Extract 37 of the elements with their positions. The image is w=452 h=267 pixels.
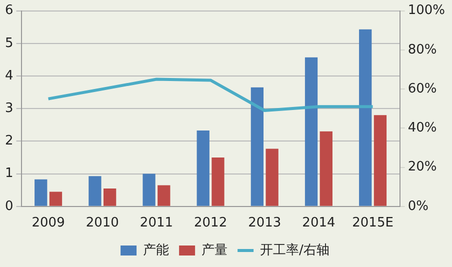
legend-label: 开工率/右轴 — [260, 242, 330, 258]
y-tick-label: 5 — [4, 36, 14, 51]
bar — [158, 185, 170, 206]
bar — [49, 192, 62, 206]
y2-tick-label: 0% — [408, 198, 428, 214]
bar — [104, 188, 116, 206]
bar — [250, 87, 264, 206]
y-tick-label: 2 — [4, 134, 14, 149]
y2-tick-label: 80% — [408, 42, 437, 58]
bar — [142, 174, 156, 206]
y2-tick-label: 100% — [408, 3, 446, 18]
y2-tick-label: 20% — [408, 160, 437, 175]
y-tick-label: 1 — [4, 166, 14, 182]
y-tick-label: 3 — [4, 100, 14, 116]
bar — [88, 176, 102, 206]
bar — [359, 29, 372, 206]
x-tick-label: 2009 — [32, 216, 65, 231]
y-tick-label: 4 — [4, 68, 14, 84]
bar — [266, 148, 278, 206]
y2-tick-label: 60% — [408, 81, 437, 96]
bar — [212, 158, 224, 206]
bar — [196, 130, 210, 206]
bar — [374, 115, 387, 206]
bar — [304, 57, 318, 206]
x-tick-label: 2012 — [194, 216, 228, 231]
legend-label: 产量 — [202, 242, 228, 258]
bar — [320, 131, 332, 206]
x-tick-label: 2014 — [302, 216, 336, 231]
y-tick-label: 6 — [4, 3, 14, 18]
x-tick-label: 2011 — [140, 216, 174, 231]
y-tick-label: 0 — [4, 198, 14, 214]
bar — [34, 179, 48, 206]
x-tick-label: 2010 — [86, 216, 119, 231]
x-tick-label: 2015E — [352, 216, 394, 231]
x-tick-label: 2013 — [248, 216, 282, 231]
legend-label: 产能 — [143, 242, 170, 258]
y2-tick-label: 40% — [408, 120, 437, 136]
